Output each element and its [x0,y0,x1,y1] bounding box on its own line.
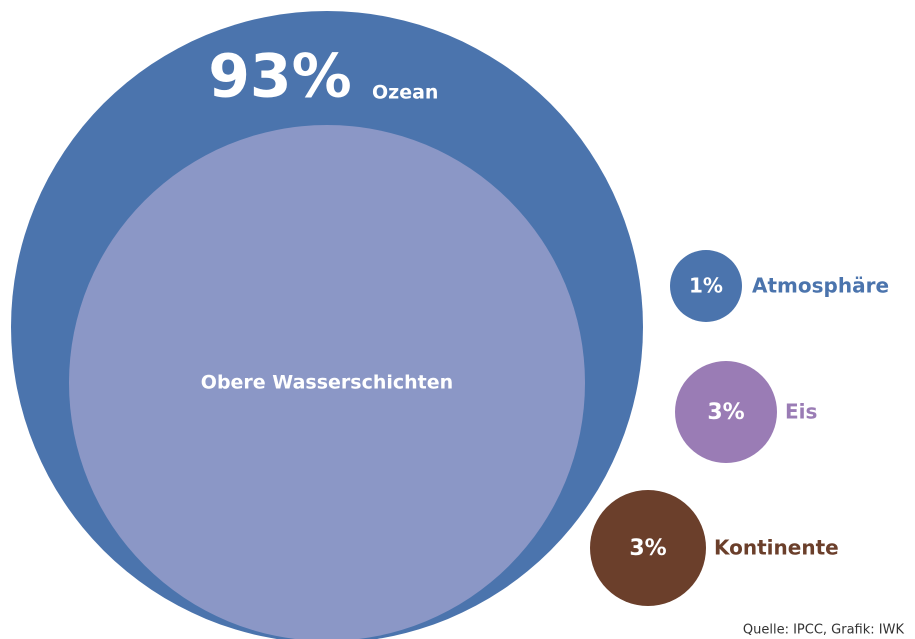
bubble [590,490,706,606]
bubble [675,361,777,463]
category-label: Eis [785,400,817,424]
value-label: 93% [208,42,352,112]
inner-bubble [69,125,585,639]
bubble [670,250,742,322]
value-label: 1% [689,274,723,298]
value-label: 3% [629,536,666,561]
category-label: Atmosphäre [752,274,889,298]
source: Quelle: IPCC, Grafik: IWK [743,623,905,638]
value-label: 3% [707,400,744,425]
inner-label: Obere Wasserschichten [201,372,453,394]
category-label: Ozean [372,82,438,104]
category-label: Kontinente [714,536,839,560]
